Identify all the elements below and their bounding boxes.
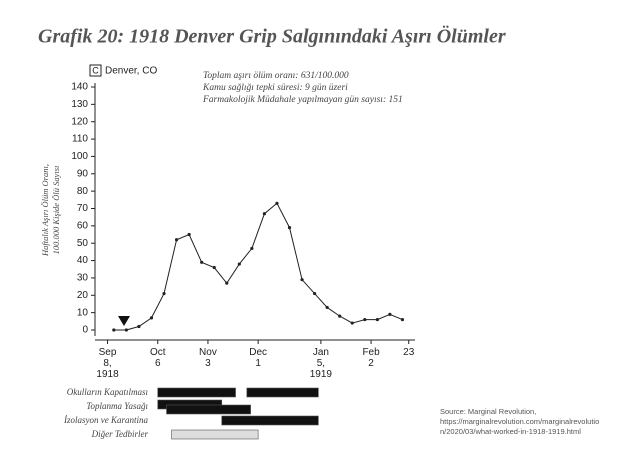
intervention-bar	[246, 387, 319, 398]
x-tick-label: Oct 6	[150, 347, 166, 369]
x-tick-label: Sep 8, 1918	[96, 347, 119, 380]
data-point	[124, 328, 128, 332]
x-tick-label: Feb 2	[362, 347, 380, 369]
data-point	[112, 328, 116, 332]
data-point	[338, 314, 342, 318]
y-tick-label: 40	[77, 255, 89, 266]
panel-name: Denver, CO	[105, 66, 157, 77]
intervention-label: Diğer Tedbirler	[91, 429, 149, 439]
y-tick-label: 140	[71, 82, 88, 93]
data-point	[187, 232, 191, 237]
y-tick-label: 60	[77, 220, 89, 231]
intervention-bar	[171, 429, 259, 440]
chart-title: Grafik 20: 1918 Denver Grip Salgınındaki…	[38, 25, 506, 48]
intervention-bar	[166, 404, 251, 415]
data-point	[262, 212, 267, 216]
data-point	[375, 317, 379, 322]
y-axis-label: 100.000 Kişide Ölü Sayısı	[51, 166, 61, 255]
data-point	[313, 291, 317, 296]
y-tick-label: 90	[77, 168, 89, 179]
data-point	[200, 260, 204, 264]
intervention-label: İzolasyon ve Karantina	[63, 415, 148, 425]
annotation: Kamu sağlığı tepki süresi: 9 gün üzeri	[202, 83, 348, 93]
data-point	[225, 281, 229, 285]
y-tick-label: 110	[72, 134, 88, 145]
data-point	[300, 278, 304, 282]
y-tick-label: 50	[77, 238, 89, 249]
data-point	[137, 324, 141, 329]
data-point	[162, 291, 166, 296]
y-tick-label: 10	[77, 307, 89, 318]
data-point	[400, 317, 405, 322]
data-point	[388, 312, 392, 316]
intervention-label: Okulların Kapatılması	[67, 387, 148, 397]
data-point	[287, 225, 292, 230]
data-point	[275, 201, 279, 205]
annotation: Toplam aşırı ölüm oranı: 631/100.000	[203, 71, 349, 81]
y-tick-label: 0	[82, 325, 88, 336]
data-point	[250, 246, 254, 251]
y-tick-label: 30	[77, 273, 89, 284]
intervention-label: Toplanma Yasağı	[86, 401, 148, 411]
x-tick-label: Jan 5, 1919	[310, 347, 333, 380]
data-point	[325, 305, 329, 310]
data-point	[237, 262, 241, 266]
start-marker	[118, 316, 130, 326]
source: https://marginalrevolution.com/marginalr…	[440, 417, 599, 426]
annotation: Farmakolojik Müdahale yapılmayan gün say…	[202, 95, 403, 105]
y-tick-label: 130	[71, 99, 88, 110]
x-tick-label: 23	[403, 347, 415, 358]
y-tick-label: 120	[71, 116, 88, 127]
data-point	[149, 316, 154, 320]
y-tick-label: 80	[77, 186, 89, 197]
y-tick-label: 100	[71, 151, 88, 162]
data-point	[350, 321, 354, 325]
intervention-bar	[157, 387, 236, 398]
source: n/2020/03/what-worked-in-1918-1919.html	[440, 427, 581, 436]
intervention-bar	[221, 415, 319, 426]
data-point	[212, 265, 216, 270]
panel-box	[89, 64, 102, 77]
y-tick-label: 70	[77, 203, 89, 214]
y-tick-label: 20	[77, 290, 89, 301]
series-line	[113, 202, 403, 331]
x-tick-label: Nov 3	[199, 347, 217, 369]
source: Source: Marginal Revolution,	[440, 407, 536, 416]
x-tick-label: Dec 1	[249, 347, 267, 369]
data-point	[174, 238, 179, 242]
y-axis-label: Haftalık Aşırı Ölüm Oranı,	[40, 164, 50, 257]
data-point	[363, 317, 367, 322]
panel-letter: C	[92, 65, 99, 75]
